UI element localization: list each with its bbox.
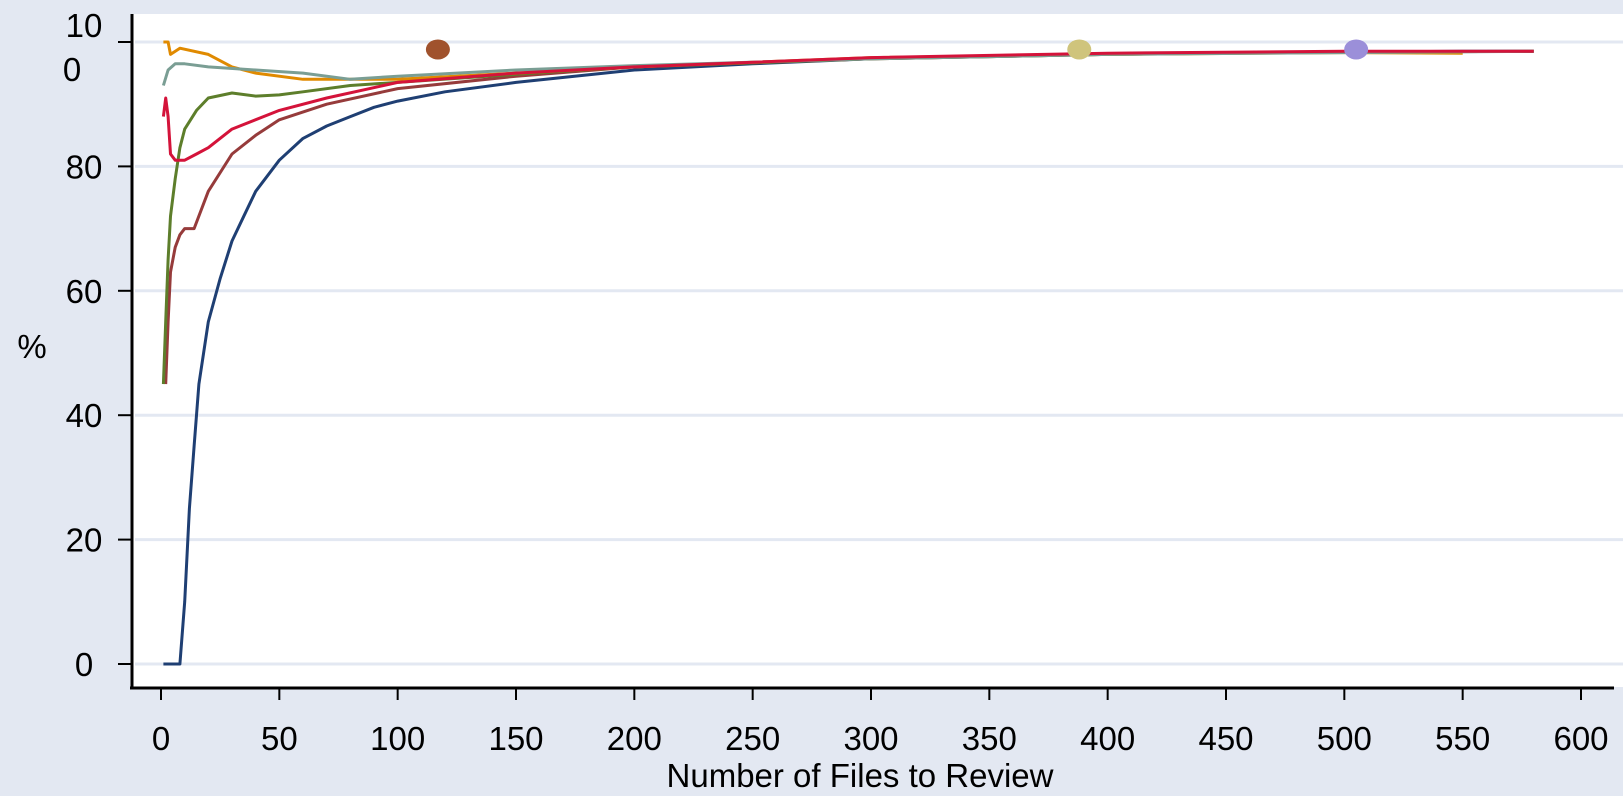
x-tick-label: 150 [488, 720, 543, 757]
x-tick-label: 0 [152, 720, 170, 757]
y-tick-label: 0 [75, 646, 93, 683]
marker-point-3 [1344, 39, 1369, 60]
y-tick-label: 80 [66, 148, 103, 185]
x-tick-label: 100 [370, 720, 425, 757]
plot-area [132, 14, 1623, 687]
x-tick-label: 600 [1553, 720, 1608, 757]
y-tick-label: 60 [66, 273, 103, 310]
y-tick-label: 40 [66, 397, 103, 434]
series-line-6 [161, 49, 1534, 162]
y-tick-label-top-line2: 0 [63, 51, 81, 88]
x-tick-label: 200 [607, 720, 662, 757]
x-axis-title: Number of Files to Review [667, 757, 1054, 794]
x-tick-label: 400 [1080, 720, 1135, 757]
x-tick-label: 450 [1198, 720, 1253, 757]
y-tick-label-top-line1: 10 [66, 7, 103, 44]
marker-point-2 [1067, 39, 1092, 60]
x-tick-label: 50 [261, 720, 298, 757]
x-tick-label: 500 [1317, 720, 1372, 757]
gridlines [135, 40, 1623, 666]
marker-layer [425, 39, 1369, 60]
x-tick-label: 350 [962, 720, 1017, 757]
series-layer [161, 40, 1534, 666]
y-axis-title: % [17, 328, 46, 365]
y-tick-label: 20 [66, 522, 103, 559]
x-tick-label: 300 [843, 720, 898, 757]
marker-point-1 [425, 39, 450, 60]
x-tick-label: 550 [1435, 720, 1490, 757]
x-tick-label: 250 [725, 720, 780, 757]
